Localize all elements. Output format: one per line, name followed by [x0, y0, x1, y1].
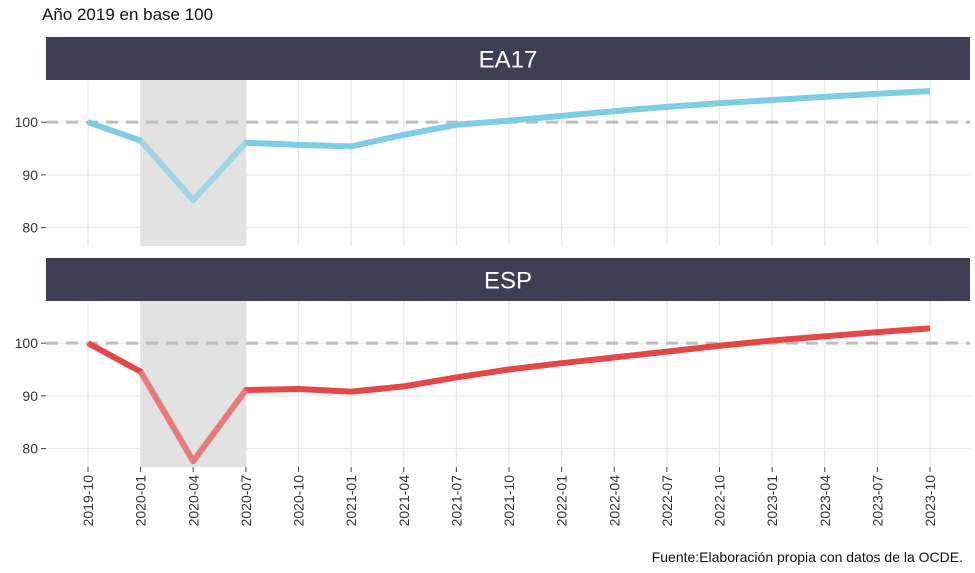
- x-tick-label: 2023-10: [922, 475, 938, 527]
- x-tick-label: 2023-04: [817, 475, 833, 527]
- x-tick-label: 2022-04: [606, 475, 622, 527]
- x-tick-label: 2021-10: [501, 475, 517, 527]
- x-tick-label: 2021-04: [396, 475, 412, 527]
- chart-subtitle: Año 2019 en base 100: [42, 5, 214, 24]
- y-tick-label: 80: [22, 441, 38, 457]
- x-tick-label: 2023-01: [764, 475, 780, 527]
- x-tick-label: 2020-07: [238, 475, 254, 527]
- y-tick-label: 90: [22, 388, 38, 404]
- panel-strip-label: ESP: [484, 268, 532, 295]
- x-tick-label: 2020-01: [133, 475, 149, 527]
- chart-caption: Fuente:Elaboración propia con datos de l…: [651, 549, 963, 565]
- x-tick-label: 2022-01: [554, 475, 570, 527]
- panel-strip-label: EA17: [479, 47, 538, 74]
- x-tick-label: 2022-10: [712, 475, 728, 527]
- x-tick-label: 2022-07: [659, 475, 675, 527]
- y-tick-label: 80: [22, 220, 38, 236]
- y-tick-label: 100: [15, 114, 39, 130]
- panel-strip: [46, 37, 970, 80]
- x-tick-label: 2021-01: [343, 475, 359, 527]
- x-tick-label: 2020-10: [291, 475, 307, 527]
- x-tick-label: 2020-04: [185, 475, 201, 527]
- y-tick-label: 90: [22, 167, 38, 183]
- y-tick-label: 100: [15, 335, 39, 351]
- shaded-period: [140, 301, 246, 467]
- x-tick-label: 2023-07: [869, 475, 885, 527]
- panel-strip: [46, 258, 970, 301]
- x-tick-label: 2021-07: [448, 475, 464, 527]
- x-tick-label: 2019-10: [80, 475, 96, 527]
